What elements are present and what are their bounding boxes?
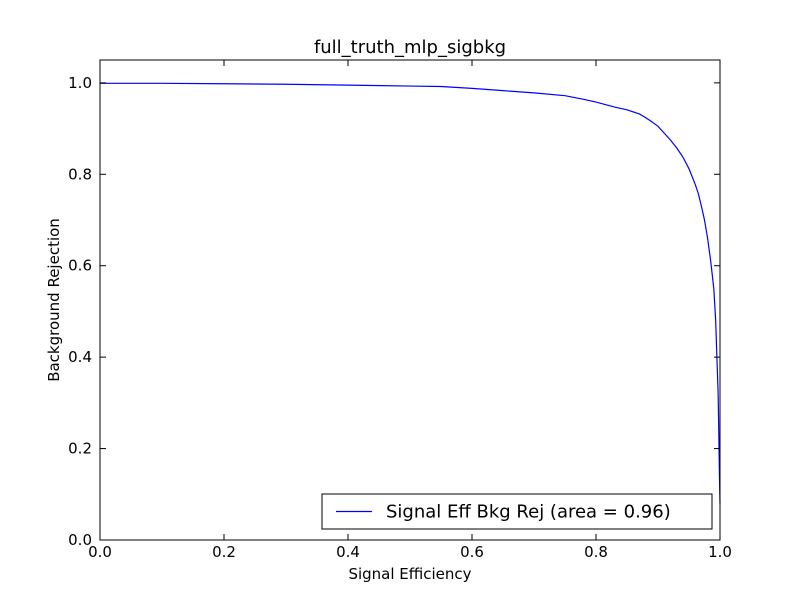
series-line-0 (100, 82, 721, 504)
plot-area: 0.0 0.2 0.4 0.6 0.8 1.0 0.0 0.2 0.4 0.6 0.8 1.0 Sign… (68, 59, 732, 561)
y-tick-label-0: 0.0 (68, 531, 92, 549)
y-axis-label: Background Rejection (45, 218, 63, 382)
legend-box (321, 493, 713, 530)
plot-frame (99, 59, 721, 541)
x-tick-label-4: 0.8 (584, 543, 608, 561)
x-tick-label-3: 0.6 (460, 543, 484, 561)
y-tick-label-2: 0.4 (68, 348, 92, 366)
x-tick-label-2: 0.4 (336, 543, 360, 561)
x-axis-label: Signal Efficiency (348, 565, 471, 583)
y-tick-label-4: 0.8 (68, 165, 92, 183)
x-tick-label-5: 1.0 (708, 543, 732, 561)
y-tick-label-3: 0.6 (68, 257, 92, 275)
legend-label-0: Signal Eff Bkg Rej (area = 0.96) (386, 502, 671, 523)
x-tick-label-0: 0.0 (88, 543, 112, 561)
y-tick-label-5: 1.0 (68, 74, 92, 92)
y-tick-label-1: 0.2 (68, 440, 92, 458)
chart-title: full_truth_mlp_sigbkg (314, 37, 506, 58)
x-tick-label-1: 0.2 (212, 543, 236, 561)
